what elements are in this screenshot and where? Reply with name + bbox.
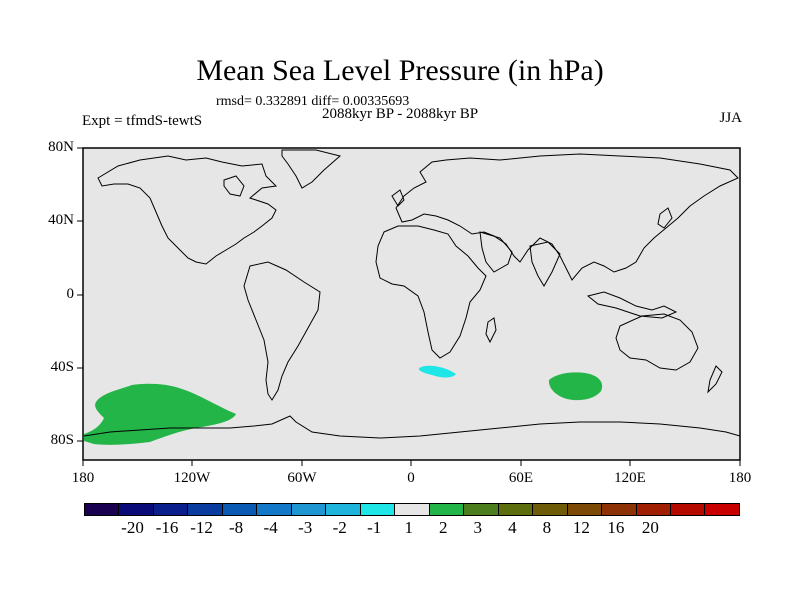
south-atlantic-negative-anomaly bbox=[418, 365, 456, 378]
experiment-label: Expt = tfmdS-tewtS bbox=[82, 113, 203, 129]
time-period: 2088kyr BP - 2088kyr BP bbox=[322, 106, 479, 122]
rmsd-diff-stats: rmsd= 0.332891 diff= 0.00335693 bbox=[216, 94, 410, 109]
colorbar-swatch bbox=[119, 504, 154, 515]
coast-japan bbox=[657, 207, 673, 229]
colorbar-swatch bbox=[498, 504, 534, 515]
colorbar-label: 12 bbox=[572, 518, 590, 537]
coast-greenland bbox=[281, 149, 342, 189]
map-title: Mean Sea Level Pressure (in hPa) bbox=[196, 54, 604, 87]
colorbar-label: -2 bbox=[332, 518, 347, 537]
lon-label-0: 0 bbox=[407, 470, 415, 486]
colorbar-swatch bbox=[464, 504, 499, 515]
colorbar-label: -16 bbox=[155, 518, 179, 537]
south-indian-positive-anomaly bbox=[548, 372, 603, 401]
lon-label-180w: 180 bbox=[71, 470, 95, 486]
colorbar-swatch bbox=[533, 504, 568, 515]
colorbar-label: -8 bbox=[229, 518, 244, 537]
lat-label-40s: 40S bbox=[50, 359, 74, 375]
axis-ticks bbox=[77, 147, 741, 466]
colorbar bbox=[84, 503, 740, 516]
colorbar-label: 4 bbox=[508, 518, 517, 537]
colorbar-swatch bbox=[636, 504, 671, 515]
lat-label-0: 0 bbox=[66, 286, 75, 302]
colorbar-label: -3 bbox=[298, 518, 313, 537]
colorbar-swatch bbox=[395, 504, 430, 515]
lat-label-40n: 40N bbox=[48, 212, 74, 228]
lat-label-80s: 80S bbox=[50, 432, 74, 448]
colorbar-swatch bbox=[85, 504, 120, 515]
colorbar-swatch bbox=[153, 504, 189, 515]
colorbar-label: 20 bbox=[641, 518, 659, 537]
colorbar-swatch bbox=[291, 504, 327, 515]
coastlines bbox=[83, 149, 741, 439]
lon-label-120e: 120E bbox=[614, 470, 646, 486]
colorbar-swatch bbox=[670, 504, 706, 515]
colorbar-label: 1 bbox=[404, 518, 413, 537]
colorbar-label: 16 bbox=[607, 518, 625, 537]
colorbar-label: -4 bbox=[263, 518, 278, 537]
south-pacific-positive-anomaly bbox=[84, 383, 236, 445]
colorbar-swatch bbox=[222, 504, 258, 515]
colorbar-swatch bbox=[188, 504, 223, 515]
coast-indonesia bbox=[586, 291, 678, 319]
lat-label-80n: 80N bbox=[48, 139, 74, 155]
coast-india bbox=[529, 241, 561, 287]
colorbar-label: 2 bbox=[439, 518, 448, 537]
colorbar-swatch bbox=[257, 504, 292, 515]
coast-australia bbox=[615, 313, 699, 371]
lon-label-60e: 60E bbox=[508, 470, 534, 486]
colorbar-label: -1 bbox=[367, 518, 382, 537]
colorbar-swatch bbox=[429, 504, 465, 515]
colorbar-swatch bbox=[360, 504, 396, 515]
coast-arabia bbox=[479, 231, 513, 273]
coast-north-america bbox=[97, 155, 278, 265]
coast-madagascar bbox=[485, 317, 497, 344]
season-label: JJA bbox=[719, 110, 742, 126]
anomaly-fills bbox=[84, 365, 603, 445]
coast-hudson-bay bbox=[223, 175, 245, 197]
lon-label-120w: 120W bbox=[173, 470, 211, 486]
coast-british-isles bbox=[391, 189, 405, 207]
coast-africa bbox=[375, 225, 487, 359]
colorbar-swatch bbox=[602, 504, 637, 515]
lon-label-180e: 180 bbox=[728, 470, 752, 486]
coast-antarctica bbox=[83, 415, 741, 439]
colorbar-label: 8 bbox=[542, 518, 552, 537]
colorbar-label: -12 bbox=[190, 518, 213, 537]
colorbar-swatch bbox=[705, 504, 739, 515]
colorbar-label: 3 bbox=[473, 518, 483, 537]
colorbar-swatch bbox=[326, 504, 361, 515]
colorbar-label: -20 bbox=[121, 518, 144, 537]
coast-south-america bbox=[243, 261, 321, 401]
colorbar-swatch bbox=[567, 504, 603, 515]
lon-label-60w: 60W bbox=[287, 470, 317, 486]
coast-new-zealand bbox=[707, 365, 723, 394]
